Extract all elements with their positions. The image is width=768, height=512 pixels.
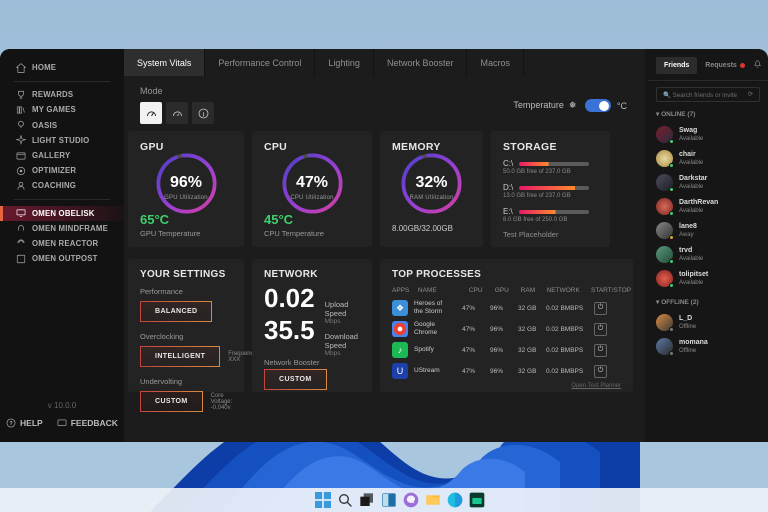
svg-text:i: i (202, 111, 204, 118)
svg-text:?: ? (10, 421, 13, 427)
